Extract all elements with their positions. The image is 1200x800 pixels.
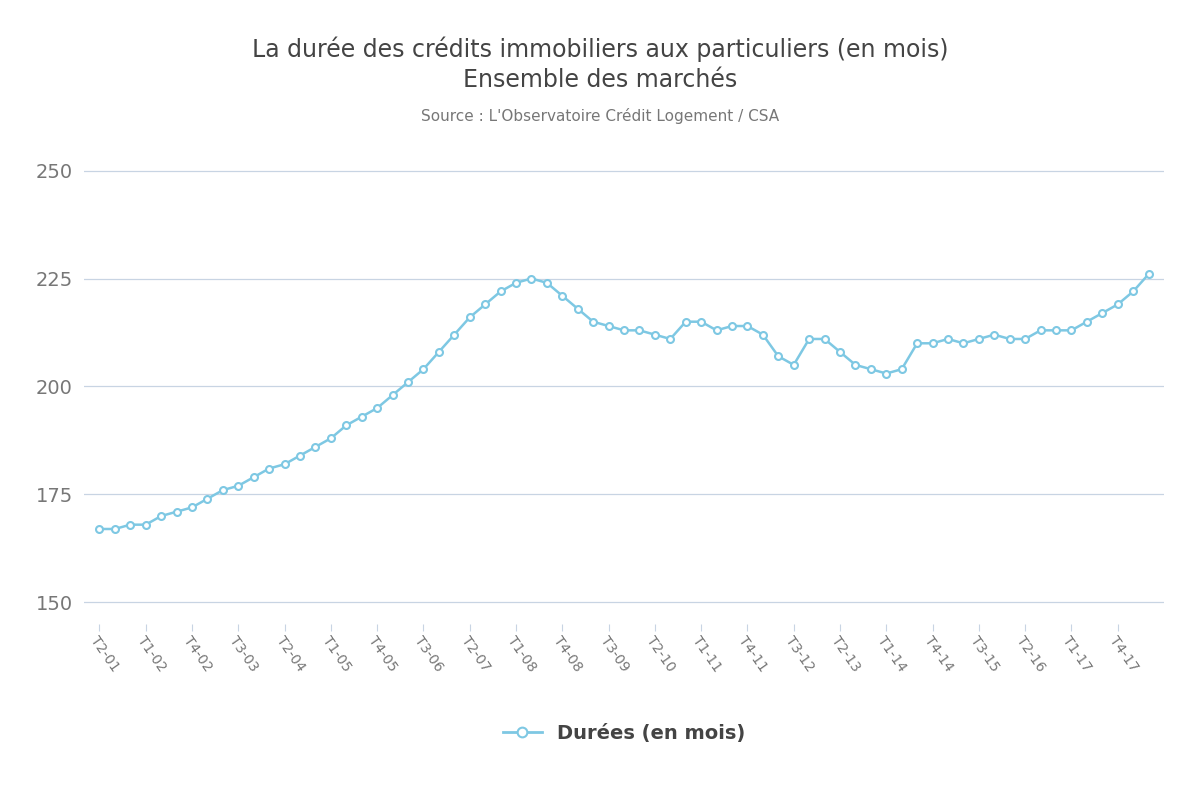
Legend: Durées (en mois): Durées (en mois) (494, 716, 754, 751)
Text: Ensemble des marchés: Ensemble des marchés (463, 68, 737, 92)
Text: La durée des crédits immobiliers aux particuliers (en mois): La durée des crédits immobiliers aux par… (252, 36, 948, 62)
Text: Source : L'Observatoire Crédit Logement / CSA: Source : L'Observatoire Crédit Logement … (421, 108, 779, 124)
